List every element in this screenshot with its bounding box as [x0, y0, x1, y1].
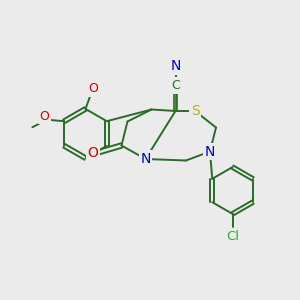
- Text: S: S: [190, 104, 200, 118]
- Text: N: N: [170, 59, 181, 73]
- Text: Cl: Cl: [226, 230, 239, 243]
- Text: N: N: [205, 145, 215, 158]
- Text: O: O: [40, 110, 49, 123]
- Text: O: O: [88, 146, 98, 160]
- Text: O: O: [88, 82, 98, 95]
- Text: N: N: [140, 152, 151, 166]
- Text: C: C: [171, 79, 180, 92]
